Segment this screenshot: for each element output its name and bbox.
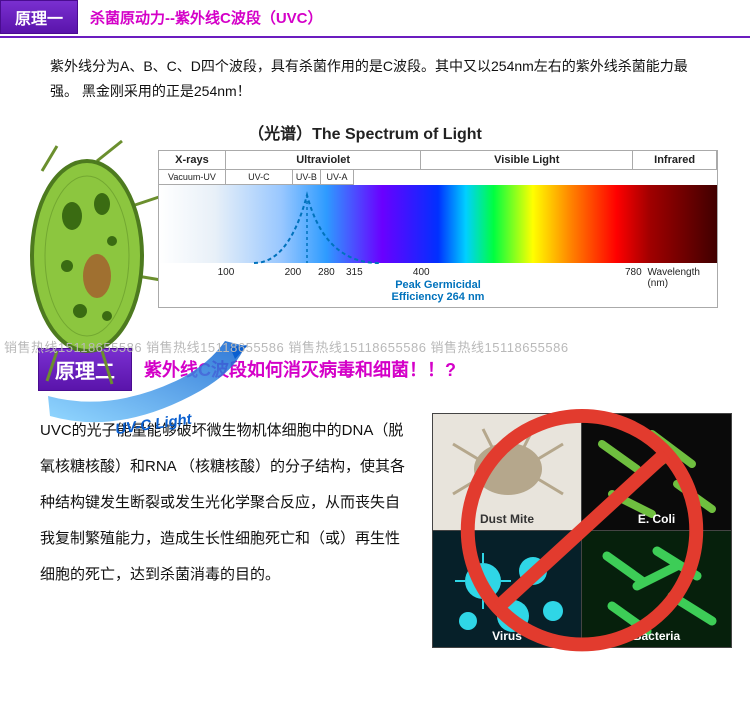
section1-header: 原理一 杀菌原动力--紫外线C波段（UVC） [0,4,750,30]
spectrum-tick-400: 400 [413,267,430,278]
pathogen-grid: Dust Mite E. Coli Virus [432,413,732,648]
section1-intro: 紫外线分为A、B、C、D四个波段，具有杀菌作用的是C波段。其中又以254nm左右… [0,48,750,116]
section2-text: UVC的光子能量能够破坏微生物机体细胞中的DNA（脱氧核糖核酸）和RNA （核糖… [40,413,414,648]
spectrum-top-x-rays: X-rays [159,151,226,170]
spectrum-caption: Peak Germicidal Efficiency 264 nm [159,279,717,307]
spectrum-tick-780: 780 [625,267,642,278]
grid-label-ecoli: E. Coli [638,512,675,526]
grid-cell-bacteria: Bacteria [582,531,731,648]
spectrum-wavelength-label: Wavelength (nm) [647,267,699,289]
section1-underline [0,36,750,38]
spectrum-sub-vacuum-uv: Vacuum-UV [159,170,226,185]
grid-cell-virus: Virus [433,531,582,648]
spectrum-sub-uv-b: UV-B [293,170,321,185]
spectrum-top-ultraviolet: Ultraviolet [226,151,421,170]
grid-label-dust-mite: Dust Mite [480,512,534,526]
spectrum-top-row: X-raysUltravioletVisible LightInfrared [159,151,717,170]
spectrum-sub-row: Vacuum-UVUV-CUV-BUV-A [159,170,717,185]
spectrum-caption-line2: Efficiency 264 nm [159,291,717,303]
spectrum-tick-100: 100 [218,267,235,278]
spectrum-figure: （光谱）The Spectrum of Light X-raysUltravio… [0,116,730,308]
spectrum-tick-315: 315 [346,267,363,278]
grid-label-virus: Virus [492,629,522,643]
spectrum-caption-line1: Peak Germicidal [159,279,717,291]
spectrum-box: X-raysUltravioletVisible LightInfrared V… [158,150,718,308]
grid-label-bacteria: Bacteria [633,629,680,643]
section1-tag: 原理一 [0,0,78,34]
spectrum-tick-200: 200 [285,267,302,278]
watermark-line: 销售热线15118655586 销售热线15118655586 销售热线1511… [0,331,730,358]
spectrum-gradient-band [159,185,717,263]
spectrum-top-visible-light: Visible Light [421,151,633,170]
grid-cell-dust-mite: Dust Mite [433,414,582,531]
spectrum-ticks: 100200280315400780Wavelength (nm) [159,263,717,279]
spectrum-tick-280: 280 [318,267,335,278]
spectrum-sub-uv-a: UV-A [321,170,354,185]
section1-title: 杀菌原动力--紫外线C波段（UVC） [78,7,323,28]
grid-cell-ecoli: E. Coli [582,414,731,531]
spectrum-top-infrared: Infrared [633,151,717,170]
spectrum-sub-uv-c: UV-C [226,170,293,185]
